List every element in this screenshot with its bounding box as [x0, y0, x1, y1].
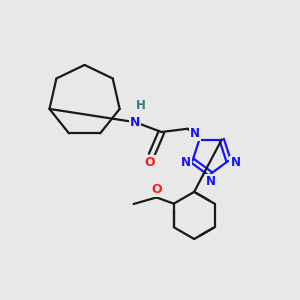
Text: H: H — [136, 99, 146, 112]
Text: N: N — [130, 116, 140, 129]
Text: O: O — [151, 183, 162, 196]
Text: O: O — [145, 156, 155, 169]
Text: N: N — [190, 127, 200, 140]
Text: N: N — [181, 157, 190, 169]
Text: N: N — [206, 175, 215, 188]
Text: N: N — [230, 157, 240, 169]
